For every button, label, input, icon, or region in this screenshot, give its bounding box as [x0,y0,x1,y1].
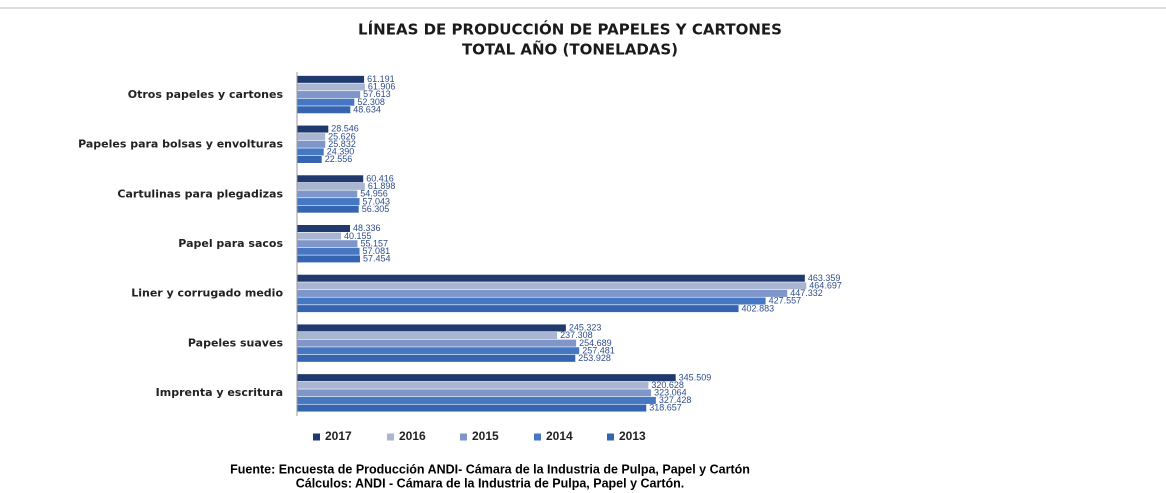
value-label: 427.557 [769,296,802,306]
value-label: 61.906 [368,82,396,92]
bar [297,297,766,305]
source: Fuente: Encuesta de Producción ANDI- Cám… [230,462,750,476]
bar [297,225,350,232]
value-label: 57.454 [363,254,391,264]
bar [297,282,807,290]
bar [297,232,342,240]
value-label: 257.481 [582,345,615,355]
bar [297,106,351,114]
value-label: 24.390 [327,147,355,157]
value-label: 52.308 [357,97,385,107]
bar [297,205,359,213]
legend-swatch [607,433,614,441]
value-label: 28.546 [331,124,359,134]
category-label: Liner y corrugado medio [131,287,283,300]
value-label: 253.928 [578,353,611,363]
category-label: Papeles suaves [188,336,284,349]
bar [297,91,361,99]
value-label: 464.697 [809,280,842,290]
category-label: Imprenta y escritura [156,386,283,399]
value-label: 318.657 [649,403,682,413]
bar [297,98,355,106]
chart-subtitle: TOTAL AÑO (TONELADAS) [462,40,678,59]
value-label: 25.832 [328,139,356,149]
value-label: 57.081 [363,246,391,256]
bar [297,198,360,206]
chart-title: LÍNEAS DE PRODUCCIÓN DE PAPELES Y CARTON… [358,20,782,39]
bar [297,381,649,389]
legend-label: 2017 [325,429,352,443]
bar [297,125,329,133]
legend-swatch [387,433,394,441]
bar [297,374,676,382]
bar [297,289,788,297]
bar [297,133,326,141]
value-label: 40.155 [344,231,372,241]
category-label: Papel para sacos [178,237,283,250]
value-label: 320.628 [651,380,684,390]
value-label: 57.043 [363,196,391,206]
value-label: 55.157 [360,238,388,248]
value-label: 463.359 [808,273,841,283]
legend-swatch [313,433,320,441]
bar [297,274,805,282]
value-label: 48.634 [353,104,381,114]
value-label: 345.509 [679,372,712,382]
bar [297,332,558,340]
value-label: 60.416 [366,173,394,183]
legend-swatch [534,433,541,441]
bar [297,255,360,263]
legend-label: 2014 [546,429,573,443]
bar [297,247,360,255]
value-label: 245.323 [569,323,602,333]
bar [297,240,358,248]
value-label: 56.305 [362,204,390,214]
value-label: 402.883 [742,303,775,313]
bar [297,155,322,163]
bar [297,324,566,332]
value-label: 327.428 [659,395,692,405]
value-label: 54.956 [360,189,388,199]
value-label: 61.191 [367,74,395,84]
legend-label: 2016 [399,429,426,443]
bar [297,83,365,91]
value-label: 447.332 [790,288,823,298]
legend-label: 2015 [472,429,499,443]
category-label: Papeles para bolsas y envolturas [78,138,283,151]
bar [297,175,364,183]
legend-label: 2013 [619,429,646,443]
value-label: 25.626 [328,131,356,141]
value-label: 57.613 [363,89,391,99]
bar [297,190,358,198]
bar [297,396,656,404]
bar [297,148,324,156]
bar [297,389,652,397]
value-label: 323.064 [654,388,687,398]
bar [297,339,577,347]
bar [297,140,326,148]
bar [297,182,365,190]
bar [297,75,365,83]
category-label: Cartulinas para plegadizas [117,187,283,200]
bar [297,305,739,313]
bar [297,354,576,362]
bar [297,404,647,412]
bar [297,347,580,355]
value-label: 48.336 [353,223,381,233]
value-label: 254.689 [579,338,612,348]
value-label: 22.556 [325,154,353,164]
legend-swatch [460,433,467,441]
category-label: Otros papeles y cartones [128,88,284,101]
value-label: 237.308 [560,330,593,340]
value-label: 61.898 [368,181,396,191]
source: Cálculos: ANDI - Cámara de la Industria … [296,476,685,490]
